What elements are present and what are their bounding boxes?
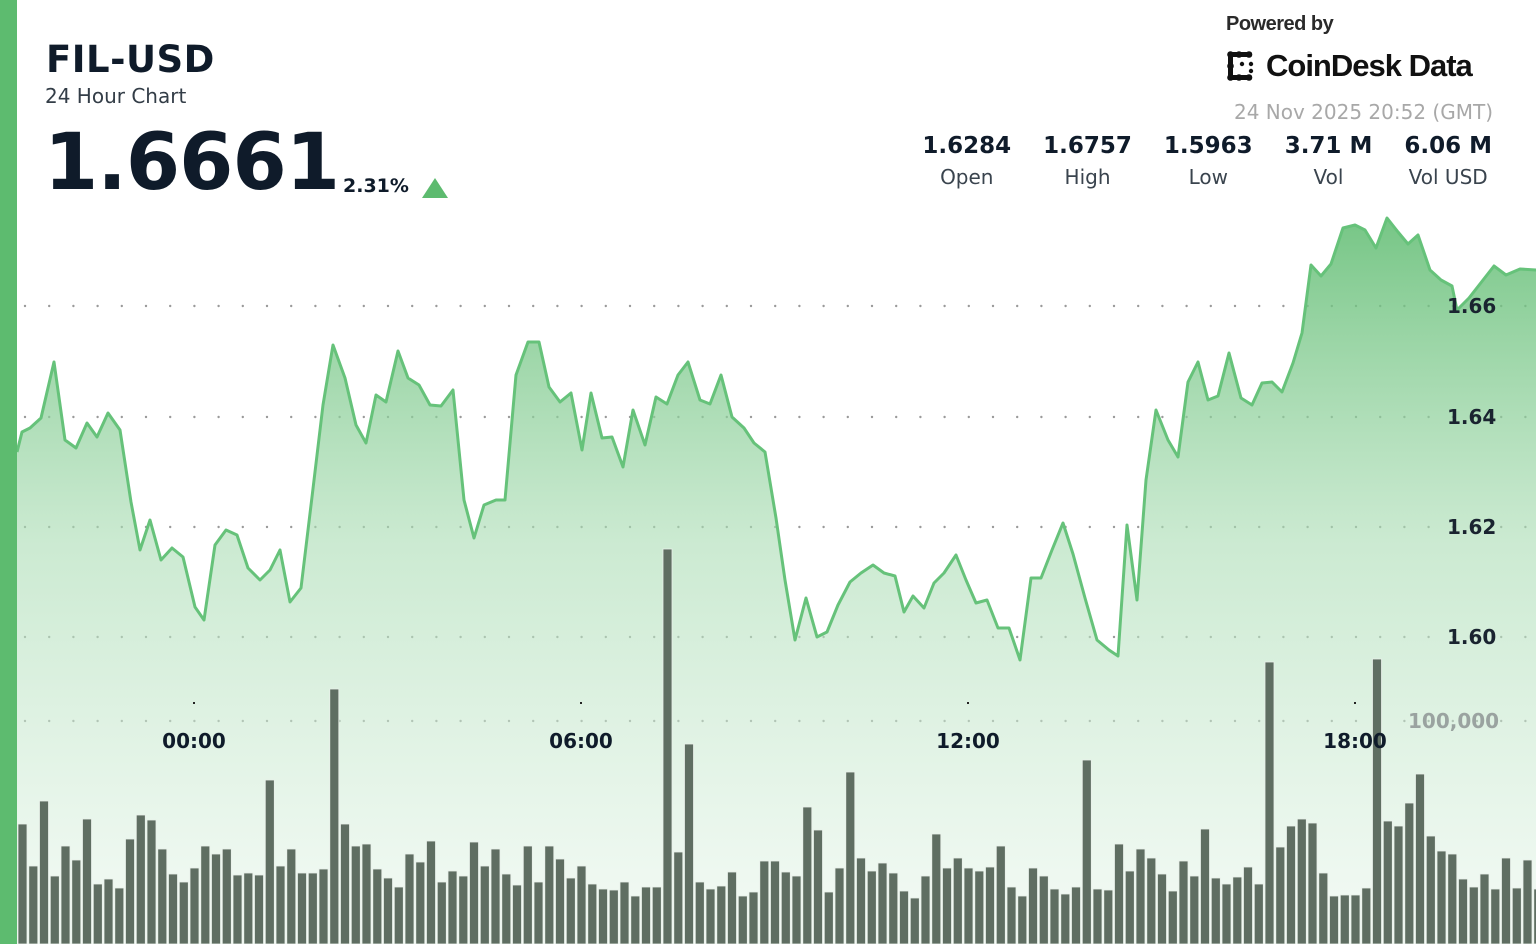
triangle-up-icon bbox=[422, 178, 448, 198]
x-tick-marks bbox=[193, 702, 1356, 704]
stat-high: 1.6757 High bbox=[1043, 133, 1132, 189]
pair-title: FIL-USD bbox=[46, 38, 215, 81]
stat-open: 1.6284 Open bbox=[922, 133, 1011, 189]
y-axis-label-1.62: 1.62 bbox=[1447, 515, 1497, 539]
current-price: 1.6661 bbox=[44, 118, 340, 208]
y-axis-label-1.60: 1.60 bbox=[1447, 625, 1497, 649]
stat-value: 1.5963 bbox=[1163, 133, 1253, 159]
x-axis-label-06:00: 06:00 bbox=[549, 729, 613, 753]
y-axis-label-1.66: 1.66 bbox=[1447, 294, 1497, 318]
price-area bbox=[17, 218, 1536, 944]
x-axis-label-00:00: 00:00 bbox=[162, 729, 226, 753]
chart-subtitle: 24 Hour Chart bbox=[45, 84, 187, 108]
brand: CoinDesk Data bbox=[1226, 48, 1473, 84]
accent-bar bbox=[0, 0, 17, 944]
price-line bbox=[15, 216, 1536, 662]
volume-axis-label: 100,000 bbox=[1408, 709, 1500, 733]
stat-label: Vol USD bbox=[1408, 165, 1488, 189]
x-axis-label-18:00: 18:00 bbox=[1323, 729, 1387, 753]
stat-label: Low bbox=[1188, 165, 1228, 189]
brand-name: CoinDesk Data bbox=[1266, 48, 1473, 83]
coindesk-logo-icon bbox=[1227, 51, 1254, 81]
timestamp: 24 Nov 2025 20:52 (GMT) bbox=[1233, 100, 1493, 124]
stat-value: 1.6284 bbox=[922, 133, 1012, 159]
stat-label: High bbox=[1064, 165, 1111, 189]
stats-row: 1.6284 Open 1.6757 High 1.5963 Low 3.71 … bbox=[890, 133, 1492, 189]
stat-value: 3.71 M bbox=[1284, 133, 1373, 159]
stat-label: Vol bbox=[1313, 165, 1344, 189]
x-axis-label-12:00: 12:00 bbox=[936, 729, 1000, 753]
stat-value: 6.06 M bbox=[1404, 133, 1492, 159]
stat-value: 1.6757 bbox=[1043, 133, 1132, 159]
y-axis-label-1.64: 1.64 bbox=[1447, 405, 1497, 429]
volume-bars bbox=[17, 548, 1536, 944]
stat-vol: 3.71 M Vol bbox=[1285, 133, 1373, 189]
stat-vol-usd: 6.06 M Vol USD bbox=[1404, 133, 1492, 189]
price-change-percent: 2.31% bbox=[343, 175, 409, 197]
powered-by-label: Powered by bbox=[1226, 13, 1334, 35]
stat-label: Open bbox=[940, 165, 994, 189]
stat-low: 1.5963 Low bbox=[1164, 133, 1253, 189]
